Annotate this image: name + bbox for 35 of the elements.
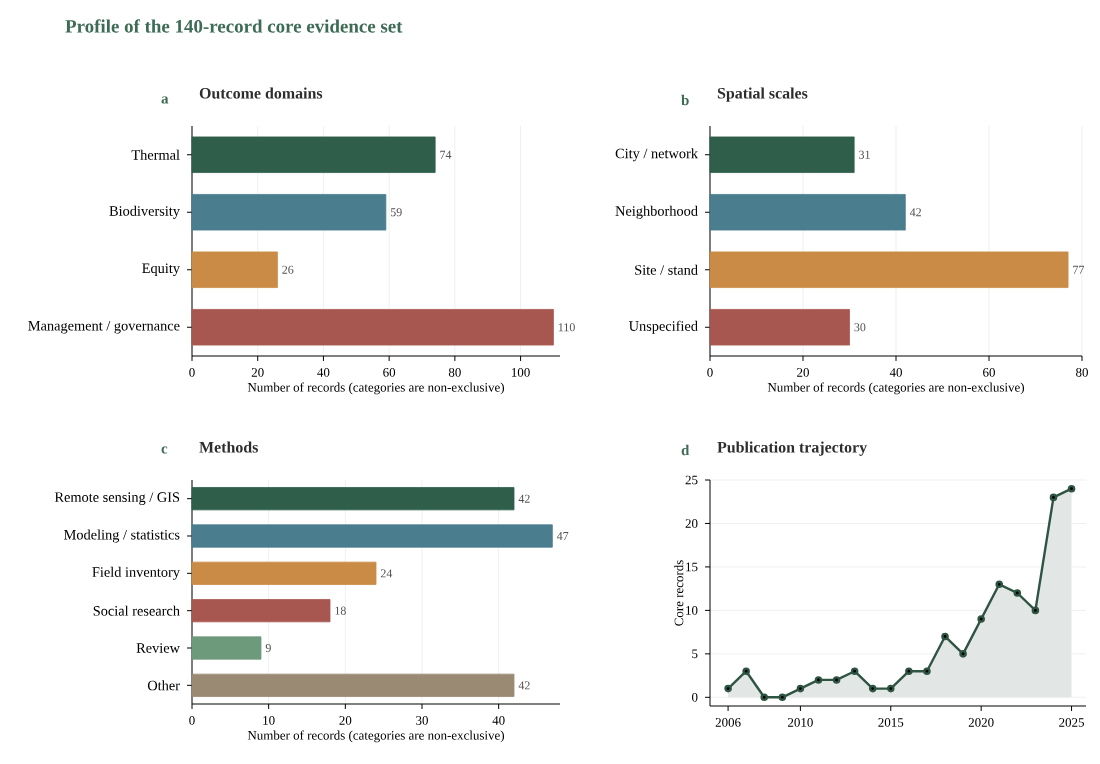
bar [191,487,515,511]
bar [191,309,554,346]
bar [709,251,1069,288]
bar [191,673,515,697]
point [905,667,913,676]
bar [709,136,855,173]
bar [191,136,436,173]
point [742,667,750,676]
point [832,676,841,684]
point [923,667,931,676]
point [995,580,1004,589]
bar [191,561,377,585]
bar [191,636,262,660]
bar [191,524,553,548]
point [1049,493,1058,502]
point [941,632,949,641]
point [1013,589,1022,597]
point [886,684,895,693]
bar [709,309,850,346]
point [850,667,859,676]
point [724,684,732,693]
bar [191,194,387,231]
point [1031,606,1040,615]
bar [191,251,278,288]
point [868,684,877,693]
bar [191,599,331,623]
point [814,676,823,684]
point [760,693,769,702]
point [977,615,985,623]
point [1067,484,1076,493]
bar [709,194,906,231]
text: Profile of the 140-record core evidence set [65,19,403,33]
point [959,650,967,658]
point [796,684,805,693]
point [778,693,787,702]
